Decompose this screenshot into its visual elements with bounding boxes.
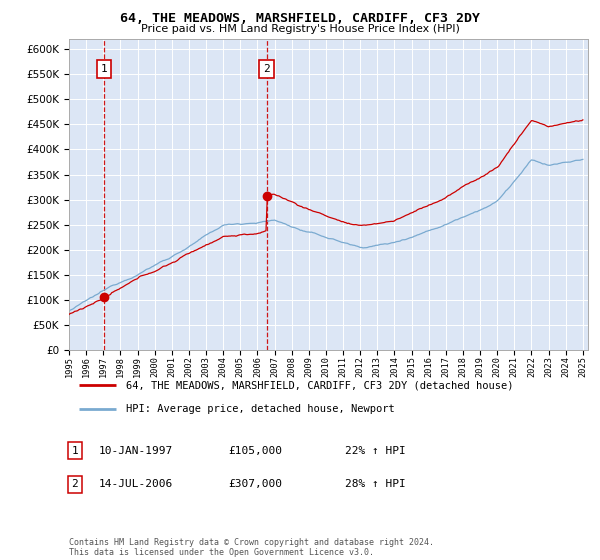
Text: 64, THE MEADOWS, MARSHFIELD, CARDIFF, CF3 2DY: 64, THE MEADOWS, MARSHFIELD, CARDIFF, CF… <box>120 12 480 25</box>
Text: HPI: Average price, detached house, Newport: HPI: Average price, detached house, Newp… <box>126 404 395 414</box>
Text: 28% ↑ HPI: 28% ↑ HPI <box>345 479 406 489</box>
Text: 10-JAN-1997: 10-JAN-1997 <box>99 446 173 456</box>
Text: 64, THE MEADOWS, MARSHFIELD, CARDIFF, CF3 2DY (detached house): 64, THE MEADOWS, MARSHFIELD, CARDIFF, CF… <box>126 380 514 390</box>
Text: 14-JUL-2006: 14-JUL-2006 <box>99 479 173 489</box>
Text: £307,000: £307,000 <box>228 479 282 489</box>
Text: 22% ↑ HPI: 22% ↑ HPI <box>345 446 406 456</box>
Text: 1: 1 <box>71 446 79 456</box>
Text: £105,000: £105,000 <box>228 446 282 456</box>
Text: 2: 2 <box>71 479 79 489</box>
Text: Contains HM Land Registry data © Crown copyright and database right 2024.
This d: Contains HM Land Registry data © Crown c… <box>69 538 434 557</box>
Text: 1: 1 <box>101 64 107 74</box>
Text: 2: 2 <box>263 64 270 74</box>
Text: Price paid vs. HM Land Registry's House Price Index (HPI): Price paid vs. HM Land Registry's House … <box>140 24 460 34</box>
